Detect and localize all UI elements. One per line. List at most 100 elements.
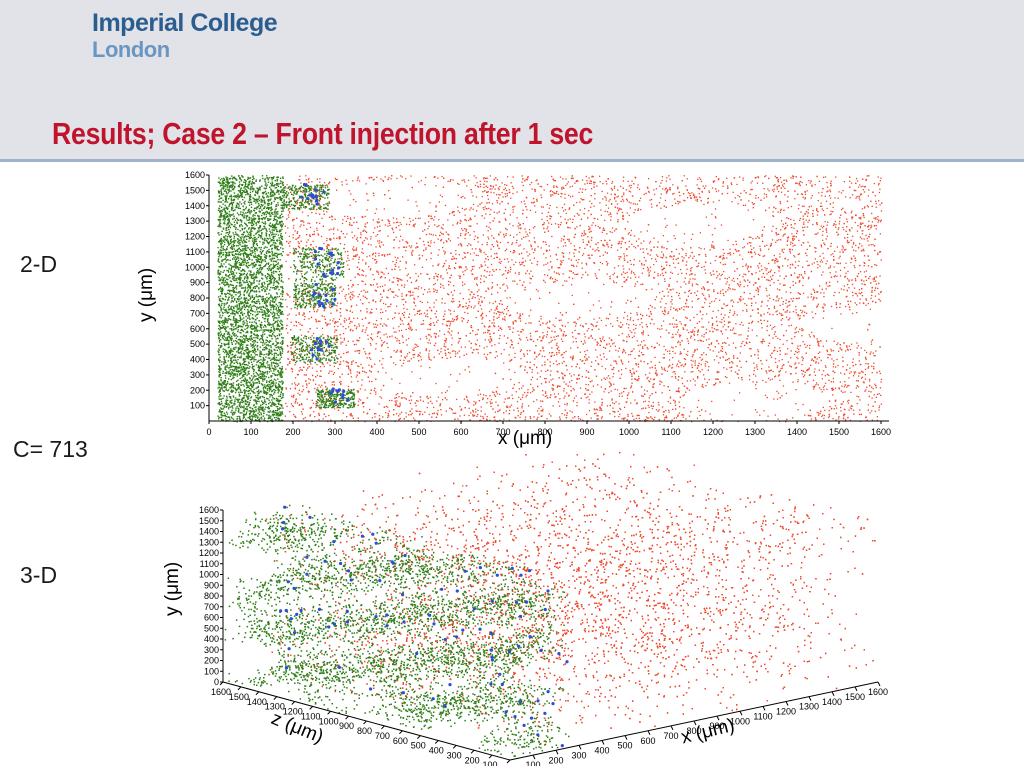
data-point-red [621, 211, 624, 214]
data-point-red [682, 327, 684, 329]
data-point-red [840, 348, 842, 350]
data-point-red [725, 329, 727, 331]
data-point-red [363, 289, 365, 291]
data-point-red [780, 239, 782, 241]
data-point-red [630, 277, 632, 279]
data-point-red [838, 291, 840, 294]
data-point-red [561, 353, 564, 356]
data-point-red [388, 222, 390, 224]
data-point-red [448, 332, 451, 334]
data-point-red [566, 402, 568, 405]
data-point-red [850, 343, 853, 345]
data-point-red [649, 240, 652, 243]
data-point-red [326, 266, 328, 268]
data-point-red [512, 176, 514, 178]
data-point-red [818, 343, 820, 345]
data-point-red [581, 191, 583, 193]
data-point-red [873, 280, 875, 282]
data-point-red [586, 180, 588, 182]
data-point-red [694, 195, 696, 197]
data-point-red [329, 304, 331, 306]
data-point-red [333, 291, 335, 293]
data-point-red [440, 276, 442, 278]
data-point-red [309, 222, 311, 225]
data-point-red [376, 270, 378, 272]
data-point-red [357, 391, 359, 394]
data-point-red [717, 179, 719, 181]
data-point-red [830, 180, 832, 182]
data-point-red [791, 242, 794, 244]
data-point-red [697, 178, 699, 180]
data-point-red [705, 339, 708, 341]
data-point-red [572, 336, 574, 338]
data-point-red [495, 313, 497, 315]
data-point-red [734, 270, 736, 272]
data-point-red [491, 286, 494, 288]
data-point-red [817, 341, 819, 343]
data-point-red [523, 236, 525, 238]
data-point-red [399, 221, 401, 224]
data-point-red [545, 257, 547, 259]
data-point-red [305, 175, 307, 177]
data-point-red [686, 178, 688, 180]
data-point-red [375, 208, 378, 210]
data-point-red [843, 222, 845, 225]
data-point-red [701, 318, 703, 320]
data-point-red [556, 364, 558, 366]
data-point-red [294, 402, 296, 404]
data-point-red [413, 349, 415, 351]
data-point-red [378, 240, 381, 242]
data-point-red [546, 228, 548, 230]
data-point-red [323, 315, 325, 318]
data-point-red [370, 365, 373, 367]
data-point-red [476, 339, 478, 341]
data-point-red [468, 414, 470, 417]
data-point-red [315, 383, 317, 385]
data-point-red [396, 340, 398, 342]
data-point-red [715, 190, 718, 193]
data-point-red [486, 191, 489, 193]
data-point-red [665, 409, 667, 412]
data-point-red [551, 235, 553, 238]
data-point-red [748, 270, 750, 273]
data-point-red [481, 318, 483, 320]
data-point-red [858, 372, 860, 374]
data-point-red [792, 239, 794, 241]
data-point-red [420, 399, 422, 401]
data-point-red [860, 223, 863, 225]
data-point-red [345, 360, 347, 363]
data-point-red [481, 195, 483, 198]
data-point-red [834, 250, 836, 252]
data-point-red [541, 355, 543, 357]
data-point-red [701, 335, 703, 337]
data-point-red [867, 195, 869, 197]
data-point-red [722, 254, 724, 256]
data-point-red [725, 351, 727, 354]
data-point-red [832, 202, 834, 204]
data-point-red [382, 180, 385, 182]
data-point-red [669, 255, 672, 257]
data-point-red [409, 402, 411, 404]
data-point-red [786, 353, 788, 355]
data-point-red [520, 365, 522, 367]
data-point-red [585, 262, 587, 264]
data-point-red [873, 366, 875, 368]
data-point-red [815, 384, 817, 386]
data-point-red [358, 325, 360, 327]
data-point-red [648, 275, 650, 277]
data-point-red [880, 177, 882, 179]
data-point-red [748, 375, 751, 377]
data-point-red [385, 267, 388, 270]
data-point-red [678, 366, 680, 368]
data-point-red [773, 305, 776, 308]
data-point-red [541, 415, 543, 417]
data-point-red [875, 202, 877, 205]
data-point-red [376, 324, 379, 326]
data-point-red [805, 346, 807, 348]
data-point-red [450, 374, 452, 376]
data-point-red [469, 218, 471, 221]
data-point-red [338, 353, 340, 356]
data-point-red [430, 359, 432, 361]
data-point-red [383, 273, 385, 275]
data-point-red [326, 245, 328, 247]
